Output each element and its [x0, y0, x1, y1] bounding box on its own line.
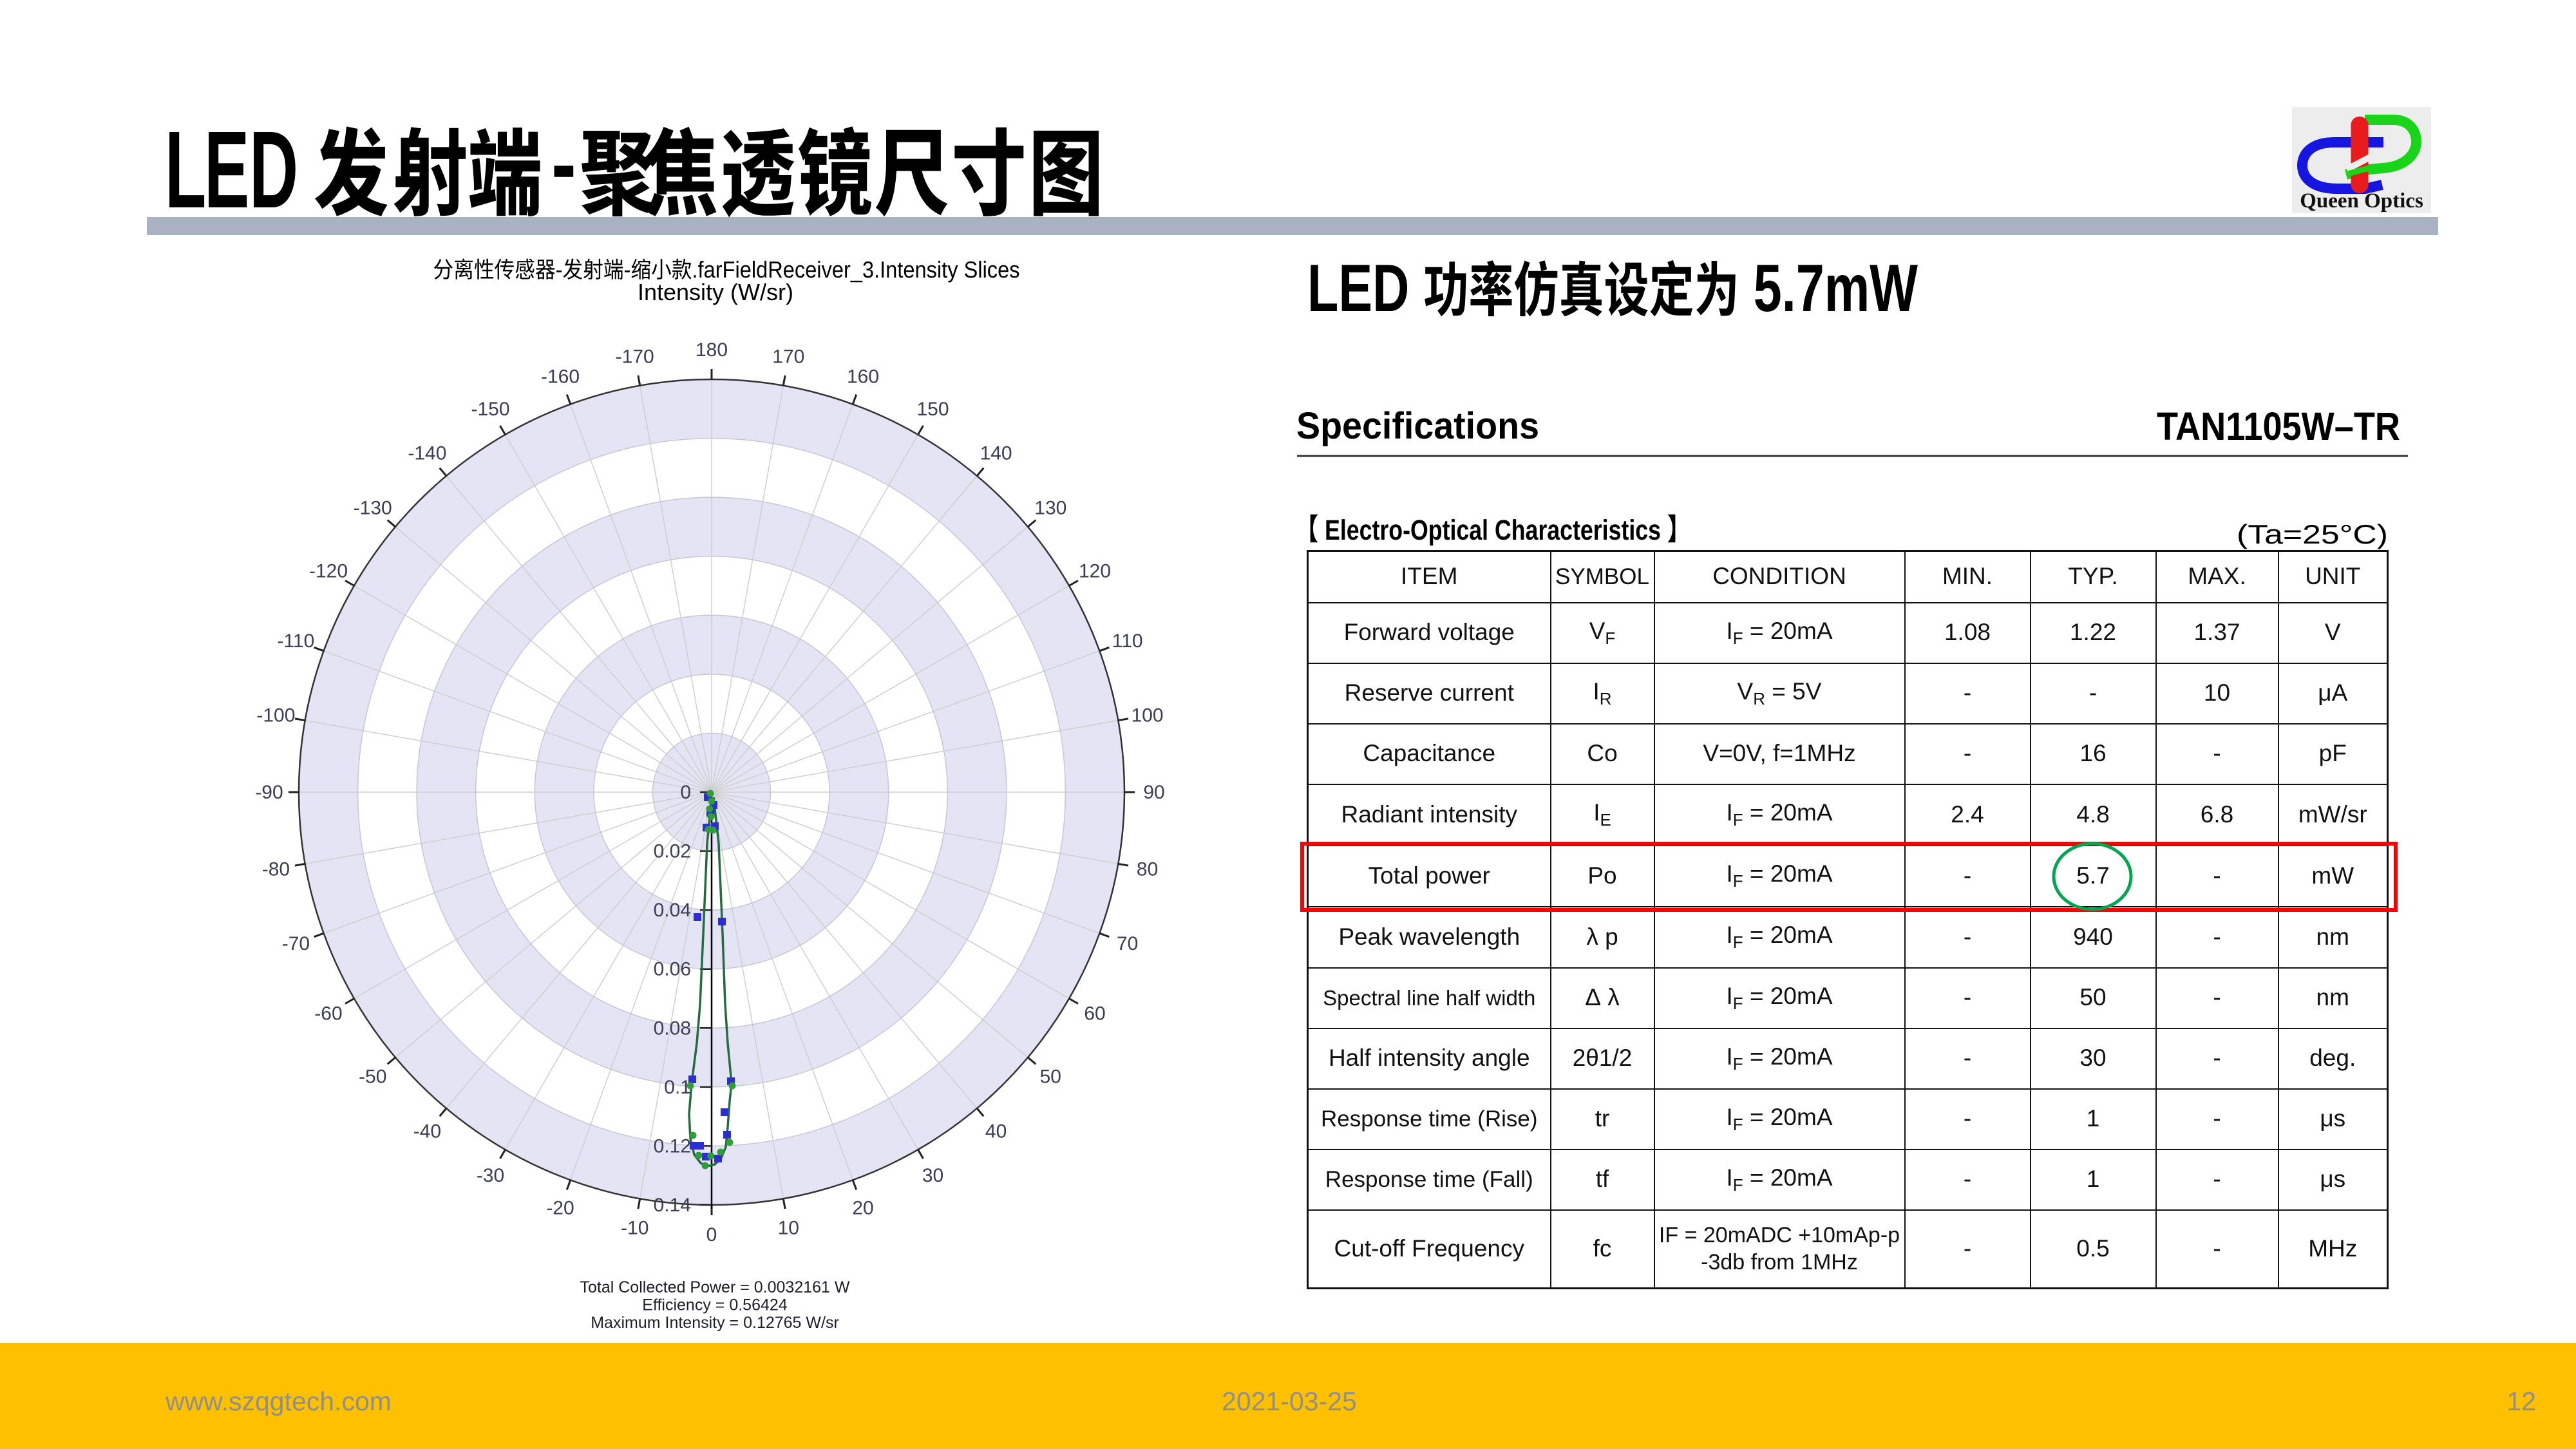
svg-text:0: 0 — [680, 782, 691, 803]
svg-text:Efficiency = 0.56424: Efficiency = 0.56424 — [642, 1296, 787, 1314]
svg-text:Intensity (W/sr): Intensity (W/sr) — [638, 279, 793, 305]
svg-text:180: 180 — [696, 339, 728, 361]
svg-text:120: 120 — [1079, 561, 1111, 582]
svg-text:20: 20 — [852, 1198, 873, 1219]
svg-text:-90: -90 — [255, 782, 283, 803]
svg-text:170: 170 — [772, 346, 804, 367]
svg-text:150: 150 — [916, 399, 949, 420]
svg-text:12: 12 — [2506, 1387, 2536, 1416]
svg-text:-70: -70 — [282, 933, 310, 954]
svg-text:90: 90 — [1143, 782, 1164, 803]
svg-text:-150: -150 — [471, 399, 509, 420]
svg-text:0.06: 0.06 — [654, 959, 691, 980]
svg-text:0: 0 — [706, 1224, 717, 1245]
svg-text:Maximum Intensity = 0.12765 W: Maximum Intensity = 0.12765 W/sr — [591, 1314, 839, 1332]
svg-text:-110: -110 — [277, 630, 314, 652]
svg-text:80: 80 — [1137, 858, 1158, 880]
svg-text:www.szqgtech.com: www.szqgtech.com — [165, 1387, 392, 1416]
svg-text:140: 140 — [980, 443, 1012, 464]
svg-text:-100: -100 — [256, 705, 295, 726]
svg-text:-50: -50 — [359, 1066, 386, 1088]
svg-text:-140: -140 — [408, 443, 446, 464]
svg-text:0.1: 0.1 — [664, 1077, 691, 1098]
svg-text:-160: -160 — [541, 366, 580, 387]
svg-text:0.14: 0.14 — [654, 1195, 691, 1216]
svg-text:10: 10 — [778, 1218, 799, 1239]
svg-text:-130: -130 — [354, 497, 392, 518]
svg-text:130: 130 — [1034, 497, 1066, 518]
svg-text:(Ta=25°C): (Ta=25°C) — [2237, 519, 2388, 549]
svg-text:70: 70 — [1117, 933, 1138, 954]
svg-text:0.02: 0.02 — [654, 841, 691, 862]
svg-text:0.12: 0.12 — [654, 1135, 691, 1157]
svg-text:Total Collected Power = 0.0032: Total Collected Power = 0.0032161 W — [580, 1278, 850, 1296]
svg-text:Specifications: Specifications — [1296, 405, 1539, 447]
svg-text:-120: -120 — [309, 561, 348, 582]
svg-text:-20: -20 — [546, 1198, 574, 1219]
svg-text:-10: -10 — [621, 1218, 649, 1239]
svg-text:60: 60 — [1084, 1003, 1105, 1025]
svg-text:-40: -40 — [413, 1121, 441, 1142]
svg-text:TAN1105W–TR: TAN1105W–TR — [2157, 404, 2400, 448]
svg-text:2021-03-25: 2021-03-25 — [1222, 1387, 1357, 1416]
svg-text:-170: -170 — [616, 346, 654, 367]
svg-text:160: 160 — [847, 366, 879, 387]
svg-text:-80: -80 — [262, 858, 290, 880]
svg-text:-30: -30 — [477, 1165, 504, 1186]
svg-text:0.08: 0.08 — [654, 1018, 691, 1039]
svg-text:50: 50 — [1040, 1066, 1061, 1088]
svg-text:Queen Optics: Queen Optics — [2300, 189, 2423, 213]
svg-text:0.04: 0.04 — [654, 900, 691, 921]
svg-text:110: 110 — [1112, 630, 1143, 652]
svg-text:40: 40 — [985, 1121, 1007, 1142]
svg-text:100: 100 — [1132, 705, 1164, 726]
svg-text:30: 30 — [922, 1165, 943, 1186]
svg-text:-60: -60 — [314, 1003, 342, 1025]
